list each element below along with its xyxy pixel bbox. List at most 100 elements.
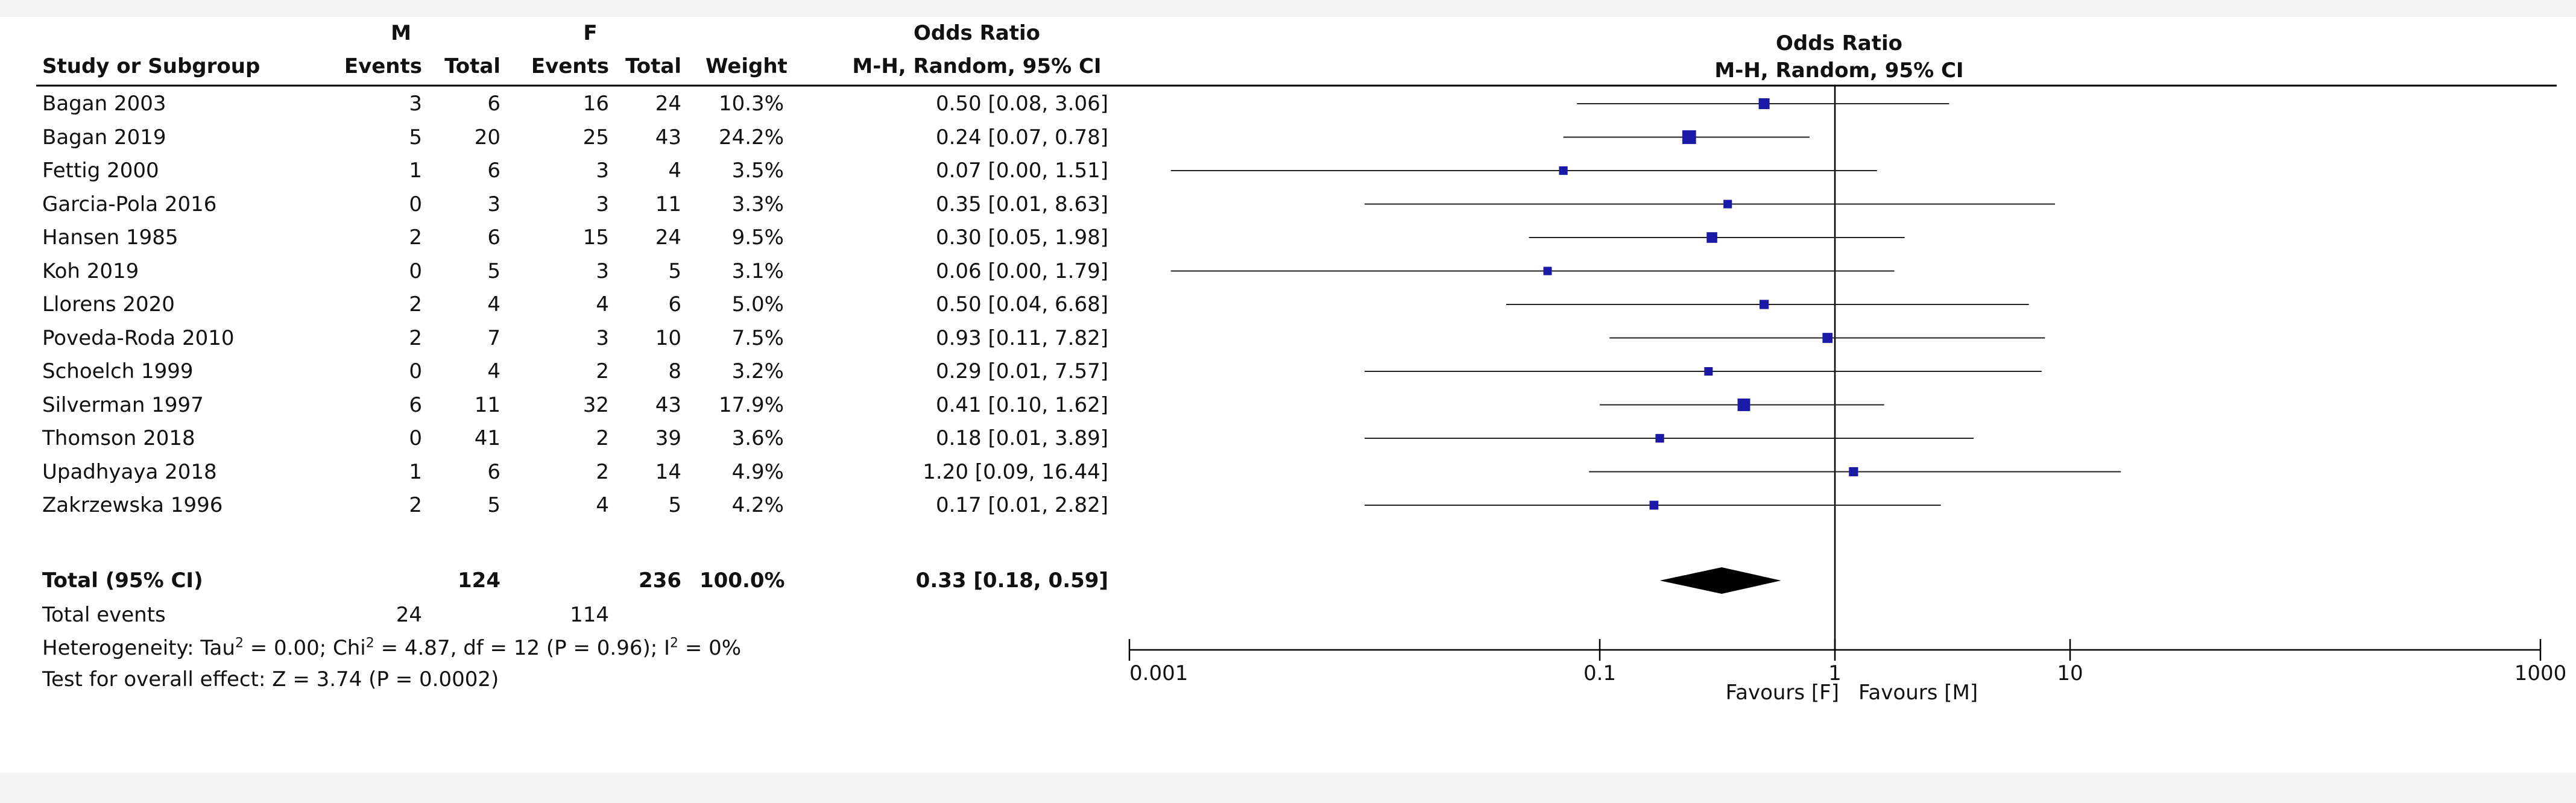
study-weight: 3.6% <box>731 426 784 450</box>
m-total: 20 <box>474 125 500 150</box>
study-ci: 0.50 [0.04, 6.68] <box>935 292 1108 316</box>
study-square <box>1758 98 1770 109</box>
study-name: Zakrzewska 1996 <box>42 493 223 517</box>
study-weight: 5.0% <box>731 292 784 316</box>
bottom-band <box>0 773 2576 803</box>
f-events: 3 <box>596 192 609 216</box>
x-tick-label: 0.001 <box>1129 661 1189 685</box>
f-events: 16 <box>582 92 609 116</box>
f-total: 43 <box>655 392 681 417</box>
f-events: 4 <box>596 292 609 316</box>
study-name: Bagan 2003 <box>42 92 166 116</box>
study-square <box>1543 266 1552 276</box>
m-total: 3 <box>487 192 500 216</box>
f-events: 3 <box>596 259 609 283</box>
study-name: Bagan 2019 <box>42 125 166 150</box>
f-total: 11 <box>655 192 681 216</box>
m-events-header: Events <box>344 54 422 78</box>
study-ci: 0.18 [0.01, 3.89] <box>935 426 1108 450</box>
f-events: 3 <box>596 326 609 350</box>
f-events: 2 <box>596 426 609 450</box>
study-ci: 0.41 [0.10, 1.62] <box>935 392 1108 417</box>
m-total: 4 <box>487 292 500 316</box>
f-events: 2 <box>596 459 609 484</box>
m-events: 0 <box>409 426 422 450</box>
f-events: 15 <box>582 225 609 250</box>
f-total: 24 <box>655 92 681 116</box>
f-total-header: Total <box>625 54 681 78</box>
f-total: 39 <box>655 426 681 450</box>
study-square <box>1559 166 1568 175</box>
m-events: 3 <box>409 92 422 116</box>
group-m-header: M <box>391 21 411 45</box>
study-ci: 0.29 [0.01, 7.57] <box>935 359 1108 383</box>
favours-m-label: Favours [M] <box>1858 681 1978 705</box>
m-total: 4 <box>487 359 500 383</box>
study-name: Schoelch 1999 <box>42 359 194 383</box>
study-weight: 10.3% <box>718 92 784 116</box>
study-square <box>1759 300 1769 309</box>
x-tick-label: 0.1 <box>1583 661 1617 685</box>
study-name: Thomson 2018 <box>42 426 195 450</box>
study-weight: 3.2% <box>731 359 784 383</box>
plot-title: Odds Ratio <box>1775 31 1903 55</box>
total-f: 236 <box>639 568 681 593</box>
total-events-label: Total events <box>42 603 166 627</box>
or-title-left: Odds Ratio <box>913 21 1041 45</box>
f-total: 8 <box>668 359 681 383</box>
weight-header: Weight <box>706 54 788 78</box>
study-name: Hansen 1985 <box>42 225 178 250</box>
group-f-header: F <box>583 21 598 45</box>
study-ci: 0.17 [0.01, 2.82] <box>935 493 1108 517</box>
m-total: 6 <box>487 159 500 183</box>
study-square <box>1849 467 1858 477</box>
m-total: 5 <box>487 493 500 517</box>
x-tick-label: 1 <box>1828 661 1842 685</box>
f-total: 4 <box>668 159 681 183</box>
m-events: 1 <box>409 459 422 484</box>
study-ci: 0.30 [0.05, 1.98] <box>935 225 1108 250</box>
m-total: 6 <box>487 459 500 484</box>
f-events-header: Events <box>531 54 609 78</box>
f-events: 4 <box>596 493 609 517</box>
study-square <box>1649 500 1659 510</box>
or-method-left: M-H, Random, 95% CI <box>852 54 1102 78</box>
pooled-diamond <box>1659 567 1781 594</box>
study-ci: 0.93 [0.11, 7.82] <box>935 326 1108 350</box>
study-name: Upadhyaya 2018 <box>42 459 217 484</box>
study-ci: 0.07 [0.00, 1.51] <box>935 159 1108 183</box>
study-square <box>1737 398 1750 411</box>
m-events: 5 <box>409 125 422 150</box>
f-total: 5 <box>668 493 681 517</box>
x-tick-label: 10 <box>2057 661 2083 685</box>
m-events: 2 <box>409 225 422 250</box>
study-square <box>1706 232 1717 243</box>
study-weight: 7.5% <box>731 326 784 350</box>
study-weight: 24.2% <box>718 125 784 150</box>
study-weight: 4.2% <box>731 493 784 517</box>
study-weight: 17.9% <box>718 392 784 417</box>
m-total: 5 <box>487 259 500 283</box>
x-tick-label: 1000 <box>2514 661 2567 685</box>
m-total: 11 <box>474 392 500 417</box>
f-events: 3 <box>596 159 609 183</box>
heterogeneity-text: Heterogeneity: Tau2 = 0.00; Chi2 = 4.87,… <box>42 635 742 660</box>
overall-effect-text: Test for overall effect: Z = 3.74 (P = 0… <box>42 667 499 691</box>
study-square <box>1704 367 1713 376</box>
total-label: Total (95% CI) <box>42 568 203 593</box>
study-name: Garcia-Pola 2016 <box>42 192 217 216</box>
study-square <box>1822 333 1833 343</box>
study-ci: 0.35 [0.01, 8.63] <box>935 192 1108 216</box>
f-total: 6 <box>668 292 681 316</box>
m-total-header: Total <box>444 54 500 78</box>
total-m: 124 <box>458 568 500 593</box>
f-total: 43 <box>655 125 681 150</box>
total-ci: 0.33 [0.18, 0.59] <box>915 568 1108 593</box>
study-name: Silverman 1997 <box>42 392 204 417</box>
f-total: 5 <box>668 259 681 283</box>
m-events: 2 <box>409 292 422 316</box>
study-column-header: Study or Subgroup <box>42 54 260 78</box>
study-weight: 3.3% <box>731 192 784 216</box>
m-events: 2 <box>409 326 422 350</box>
f-events: 32 <box>582 392 609 417</box>
